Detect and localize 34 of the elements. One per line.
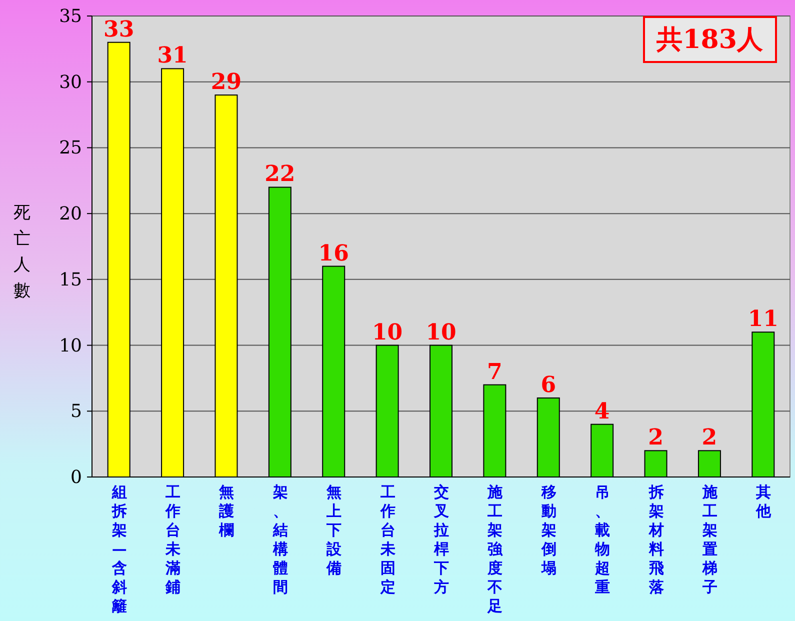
- x-tick-label: 無上下設備: [326, 483, 343, 578]
- data-label: 11: [748, 306, 778, 332]
- y-tick-label: 10: [59, 335, 82, 356]
- y-tick-label: 0: [70, 467, 82, 488]
- y-tick-label: 25: [59, 138, 82, 159]
- y-tick-label: 15: [59, 269, 82, 290]
- x-tick-label: 拆架材料飛落: [648, 483, 665, 597]
- data-label: 6: [540, 372, 556, 398]
- x-tick-label: 無護欄: [218, 483, 236, 540]
- y-tick-label: 20: [59, 204, 82, 225]
- data-label: 7: [487, 358, 502, 385]
- x-tick-label: 施工架強度不足: [486, 483, 504, 616]
- data-label: 10: [372, 319, 403, 346]
- x-tick-label: 架、結構體間: [272, 483, 289, 597]
- data-label: 31: [157, 42, 188, 69]
- data-label: 2: [648, 424, 664, 451]
- x-tick-label: 交叉拉桿下方: [433, 483, 450, 597]
- data-label: 10: [426, 319, 456, 346]
- x-tick-label: 其他: [755, 483, 772, 521]
- y-axis-title: 死亡人數: [12, 202, 32, 303]
- x-tick-label: 施工架置梯子: [701, 483, 718, 597]
- x-tick-label: 吊、載物超重: [594, 483, 612, 597]
- annotation: 共183人: [642, 16, 777, 63]
- data-label: 33: [104, 16, 134, 42]
- x-tick-label: 組拆架—含斜籬: [110, 483, 128, 616]
- data-label: 22: [264, 161, 296, 188]
- x-tick-label: 移動架倒塌: [540, 483, 558, 578]
- y-tick-label: 5: [70, 401, 82, 422]
- data-label: 16: [318, 240, 349, 266]
- x-tick-label: 工作台未固定: [379, 483, 396, 597]
- y-tick-label: 35: [59, 6, 82, 27]
- data-label: 2: [702, 424, 718, 451]
- x-tick-label: 工作台未滿鋪: [164, 483, 182, 597]
- y-tick-label: 30: [59, 72, 82, 93]
